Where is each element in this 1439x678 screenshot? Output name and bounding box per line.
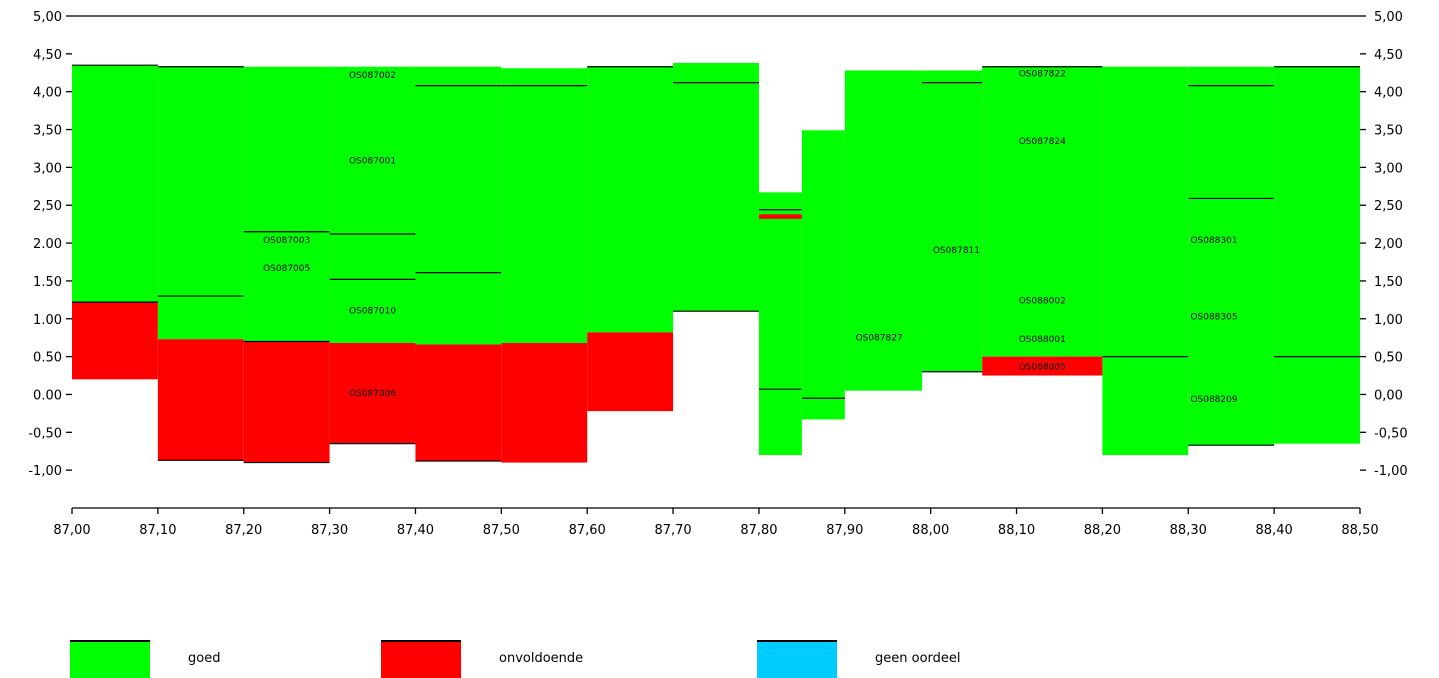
x-tick-label: 88,00	[912, 523, 949, 538]
x-tick-label: 87,10	[139, 523, 176, 538]
annotation-label: OS087001	[349, 157, 396, 167]
x-tick-label: 87,00	[53, 523, 90, 538]
bar-goed-5	[501, 68, 588, 343]
x-tick-label: 87,60	[569, 523, 606, 538]
bar-goed-2	[243, 66, 330, 342]
legend-swatch-goed	[70, 640, 150, 678]
bar-onvoldoende-4	[415, 344, 502, 462]
legend-label-geen-oordeel: geen oordeel	[875, 651, 961, 666]
y-tick-label-left: 4,50	[33, 48, 62, 63]
y-tick-label-left: 2,50	[33, 199, 62, 214]
bar-onvoldoende-5	[501, 342, 588, 463]
y-tick-label-right: 3,50	[1374, 124, 1403, 139]
bar-onvoldoende-0	[72, 302, 158, 380]
y-tick-label-right: 4,00	[1374, 86, 1403, 101]
y-tick-label-right: -1,00	[1374, 464, 1408, 479]
x-tick-label: 88,50	[1341, 523, 1378, 538]
x-tick-label: 87,30	[311, 523, 348, 538]
chart: OS087002 OS087001 OS087003 OS087005 OS087010…	[28, 10, 1407, 538]
x-tick-label: 87,40	[397, 523, 434, 538]
annotation-label: OS088005	[1019, 362, 1066, 372]
bar-onvoldoende-1	[157, 339, 244, 461]
bar-goed-11	[922, 70, 983, 372]
series-layer	[72, 62, 1360, 463]
y-tick-label-left: 3,00	[33, 161, 62, 176]
annotation-label: OS087822	[1019, 70, 1066, 80]
y-tick-label-right: 4,50	[1374, 48, 1403, 63]
bar-goed-8	[758, 192, 802, 456]
x-tick-label: 88,20	[1084, 523, 1121, 538]
annotation-label: OS088301	[1190, 236, 1237, 246]
y-tick-label-right: 2,00	[1374, 237, 1403, 252]
y-tick-label-right: 1,50	[1374, 275, 1403, 290]
x-tick-label: 88,10	[998, 523, 1035, 538]
annotation-label: OS088002	[1019, 297, 1066, 307]
annotation-label: OS087824	[1019, 137, 1066, 147]
annotation-label: OS087010	[349, 306, 396, 316]
annotation-layer: OS087002 OS087001 OS087003 OS087005 OS087010…	[263, 70, 1238, 405]
annotation-label: OS087002	[349, 71, 396, 81]
y-tick-label-left: -1,00	[28, 464, 62, 479]
y-tick-label-right: 3,00	[1374, 161, 1403, 176]
y-tick-label-left: -0,50	[28, 426, 62, 441]
y-tick-label-left: 2.00	[33, 237, 62, 252]
legend-label-goed: goed	[188, 651, 221, 666]
bar-goed-0	[72, 65, 158, 303]
x-tick-label: 88,40	[1256, 523, 1293, 538]
y-tick-label-right: -0,50	[1374, 426, 1408, 441]
legend-swatch-geen-oordeel	[757, 640, 837, 678]
legend-label-onvoldoende: onvoldoende	[499, 651, 584, 666]
annotation-label: OS087003	[263, 236, 310, 246]
y-tick-label-right: 5,00	[1374, 10, 1403, 25]
y-tick-label-left: 4,00	[33, 86, 62, 101]
y-tick-label-left: 1.50	[33, 275, 62, 290]
y-tick-label-left: 1.00	[33, 313, 62, 328]
bar-goed-3	[329, 66, 416, 343]
annotation-label: OS088305	[1190, 312, 1237, 322]
bar-onvoldoende-3	[329, 342, 416, 444]
x-tick-label: 87,80	[740, 523, 777, 538]
y-tick-label-right: 1,00	[1374, 313, 1403, 328]
bar-onvoldoende-6	[587, 332, 674, 412]
annotation-label: OS087005	[263, 264, 310, 274]
x-tick-label: 87,70	[654, 523, 691, 538]
x-tick-label: 87,20	[225, 523, 262, 538]
y-tick-label-left: 5,00	[33, 10, 62, 25]
axis-layer: 5,00 4,50 4,00 3,50 3,00 2,50 2.00 1.50 1.00 0.50…	[28, 10, 1407, 538]
bar-goed-14	[1188, 66, 1275, 446]
bar-goed-12	[982, 66, 1103, 357]
bar-goed-13	[1102, 66, 1189, 456]
y-tick-label-left: 3,50	[33, 124, 62, 139]
bar-goed-6	[587, 66, 674, 333]
annotation-label: OS087811	[933, 246, 980, 256]
x-tick-label: 88,30	[1170, 523, 1207, 538]
annotation-label: OS087006	[349, 389, 396, 399]
annotation-label: OS088001	[1019, 335, 1066, 345]
bar-onvoldoende-8	[982, 356, 1103, 376]
x-tick-label: 87,50	[483, 523, 520, 538]
annotation-label: OS088209	[1190, 395, 1237, 405]
y-tick-label-left: 0.50	[33, 351, 62, 366]
y-tick-label-right: 2,50	[1374, 199, 1403, 214]
bar-goed-1	[157, 66, 244, 340]
bar-goed-7	[673, 62, 759, 312]
bar-onvoldoende-7	[758, 214, 802, 219]
bar-goed-4	[415, 66, 502, 345]
y-tick-label-right: 0,50	[1374, 351, 1403, 366]
legend: goed onvoldoende geen oordeel	[0, 640, 1439, 678]
bar-goed-9	[801, 130, 845, 420]
x-tick-label: 87,90	[826, 523, 863, 538]
bar-goed-15	[1274, 66, 1360, 444]
bar-onvoldoende-2	[243, 341, 330, 463]
bar-goed-10	[844, 70, 923, 391]
y-tick-label-left: 0.00	[33, 388, 62, 403]
y-tick-label-right: 0,00	[1374, 388, 1403, 403]
boundary-layer	[72, 64, 1360, 464]
legend-swatch-onvoldoende	[381, 640, 461, 678]
annotation-label: OS087827	[856, 334, 903, 344]
